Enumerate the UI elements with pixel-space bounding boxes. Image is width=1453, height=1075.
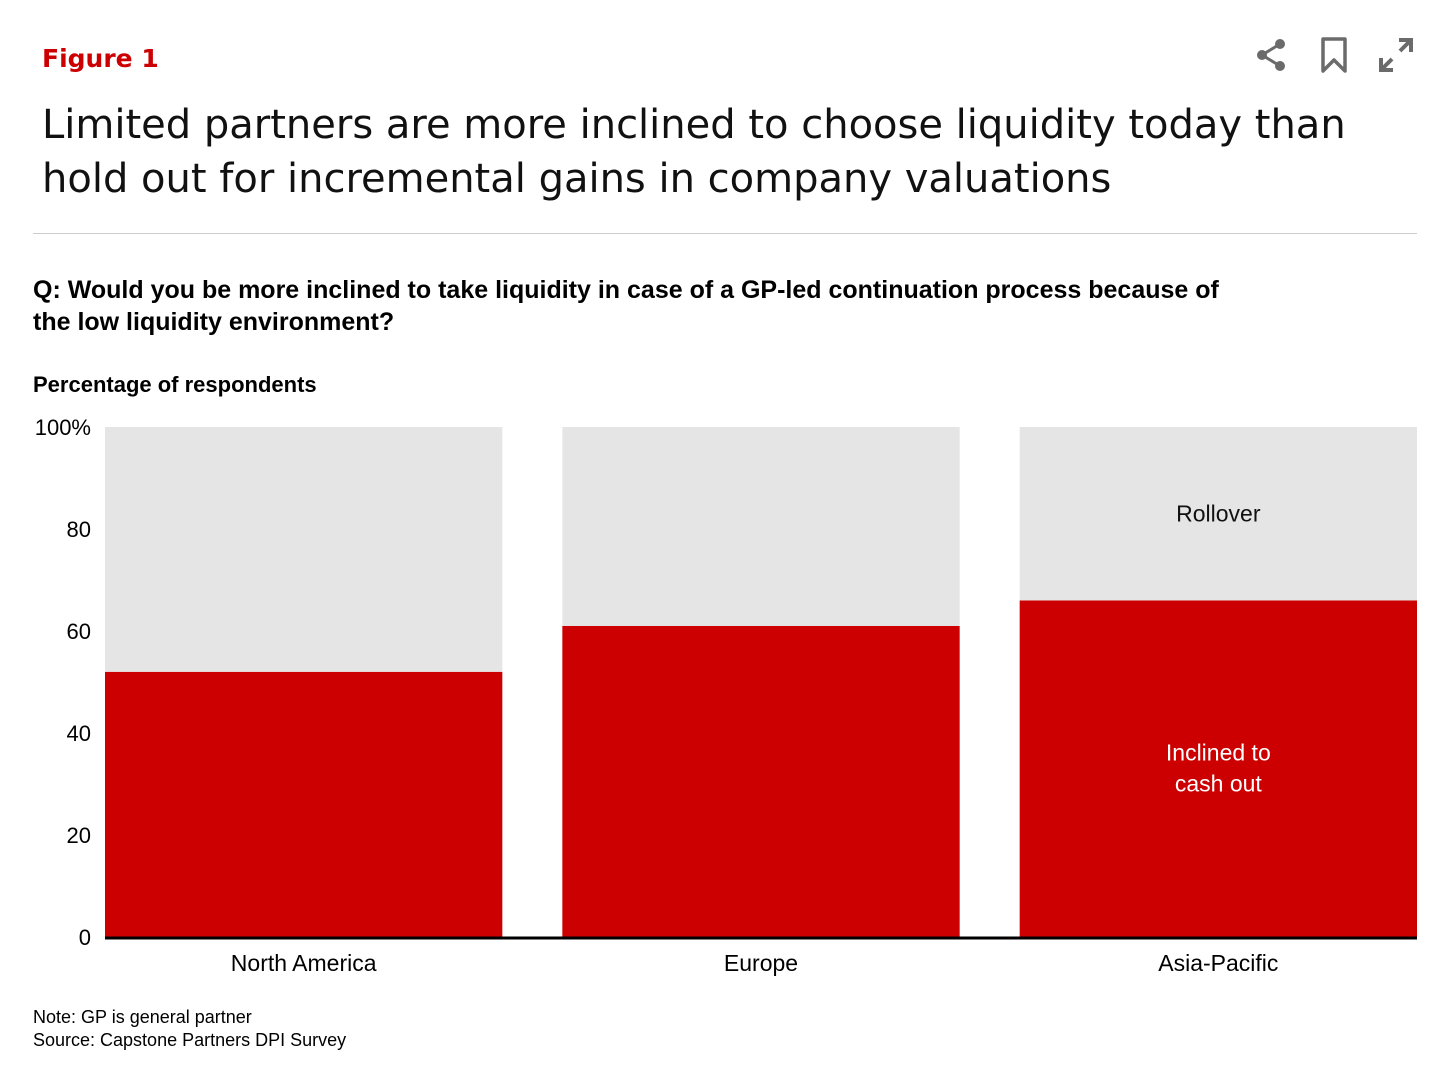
divider [33, 233, 1417, 234]
source-text: Source: Capstone Partners DPI Survey [33, 1030, 347, 1050]
series-label-rollover: Rollover [1176, 501, 1261, 527]
y-axis-label: Percentage of respondents [33, 372, 317, 397]
y-tick-label: 60 [67, 619, 91, 644]
y-tick-label: 80 [67, 517, 91, 542]
bookmark-icon[interactable] [1315, 36, 1353, 74]
series-label-cash-out: cash out [1175, 771, 1263, 797]
bar-segment-inclined-to-cash-out [1019, 600, 1417, 937]
bar-segment-rollover [562, 427, 960, 626]
bar-segment-inclined-to-cash-out [105, 671, 503, 937]
y-tick-label: 20 [67, 823, 91, 848]
bar-segment-inclined-to-cash-out [562, 625, 960, 937]
x-tick-label: Asia-Pacific [1158, 950, 1278, 976]
toolbar [1253, 36, 1415, 74]
bar-segment-rollover [1019, 427, 1417, 601]
figure-label: Figure 1 [42, 44, 159, 73]
bar-segment-rollover [105, 427, 503, 672]
page-title: Limited partners are more inclined to ch… [42, 102, 1346, 202]
y-tick-label: 40 [67, 721, 91, 746]
note-text: Note: GP is general partner [33, 1007, 252, 1027]
series-label-cash-out: Inclined to [1166, 740, 1271, 766]
chart-notes: Note: GP is general partner Source: Caps… [33, 1006, 346, 1052]
survey-question: Q: Would you be more inclined to take li… [33, 276, 1219, 336]
expand-icon[interactable] [1377, 36, 1415, 74]
x-tick-label: Europe [724, 950, 798, 976]
x-tick-label: North America [231, 950, 377, 976]
share-icon[interactable] [1253, 36, 1291, 74]
y-tick-label: 0 [79, 925, 91, 950]
y-tick-label: 100% [35, 415, 91, 440]
